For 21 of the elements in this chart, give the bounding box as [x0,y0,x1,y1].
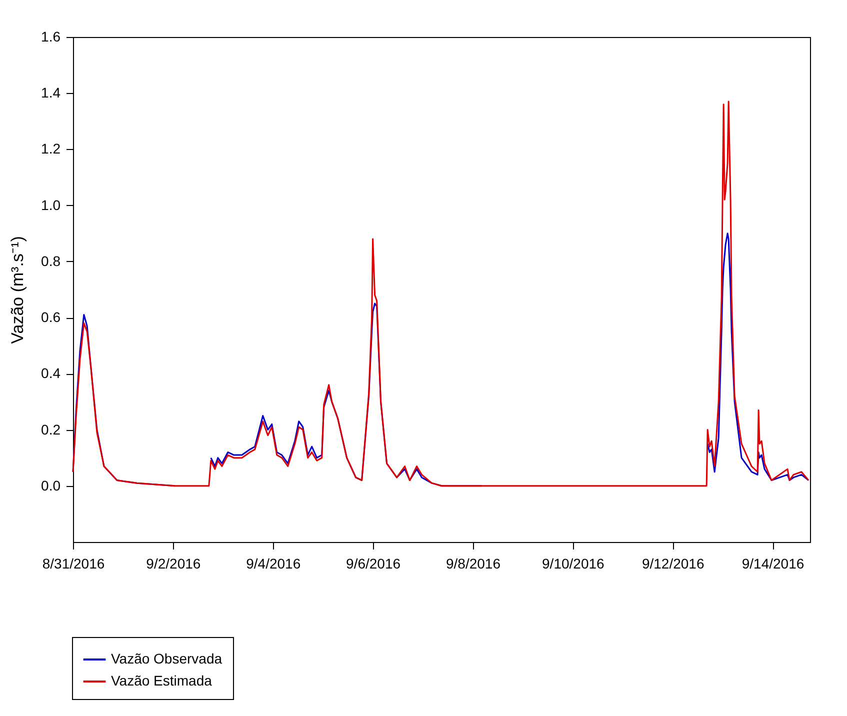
y-tick-label: 0.2 [41,421,61,438]
x-tick-label: 9/14/2016 [742,556,804,572]
x-tick-label: 9/12/2016 [642,556,704,572]
x-tick-label: 9/8/2016 [446,556,501,572]
y-tick-label: 0.8 [41,252,61,269]
y-tick-label: 0.0 [41,477,61,494]
y-tick-label: 1.2 [41,140,61,157]
y-tick-label: 0.6 [41,309,61,326]
y-axis-title: Vazão (m³.s⁻¹) [8,236,28,344]
y-tick-label: 1.4 [41,84,61,101]
y-tick-label: 1.6 [41,28,61,44]
y-tick-label: 1.0 [41,196,61,213]
x-tick-label: 9/2/2016 [146,556,201,572]
x-tick-label: 9/6/2016 [346,556,401,572]
x-tick-label: 8/31/2016 [42,556,105,572]
legend-label: Vazão Estimada [111,672,212,688]
line-series [72,100,810,487]
x-tick-label: 9/10/2016 [542,556,605,572]
y-tick-label: 0.4 [41,365,61,382]
legend-label: Vazão Observada [111,650,222,666]
x-tick-label: 9/4/2016 [246,556,301,572]
